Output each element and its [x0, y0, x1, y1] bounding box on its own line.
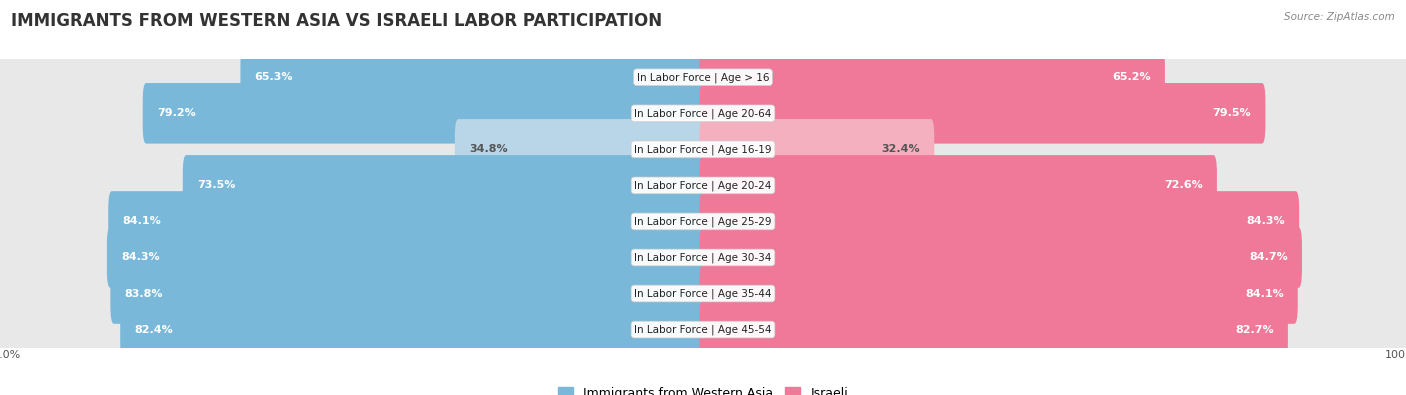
Text: 84.1%: 84.1%: [122, 216, 162, 226]
Text: IMMIGRANTS FROM WESTERN ASIA VS ISRAELI LABOR PARTICIPATION: IMMIGRANTS FROM WESTERN ASIA VS ISRAELI …: [11, 12, 662, 30]
Text: 65.2%: 65.2%: [1112, 72, 1150, 82]
FancyBboxPatch shape: [700, 83, 1265, 144]
Text: In Labor Force | Age 30-34: In Labor Force | Age 30-34: [634, 252, 772, 263]
Text: 82.4%: 82.4%: [134, 325, 173, 335]
FancyBboxPatch shape: [0, 178, 1406, 265]
Text: In Labor Force | Age 16-19: In Labor Force | Age 16-19: [634, 144, 772, 154]
FancyBboxPatch shape: [0, 286, 1406, 373]
FancyBboxPatch shape: [456, 119, 707, 180]
Text: 72.6%: 72.6%: [1164, 181, 1204, 190]
Text: 82.7%: 82.7%: [1236, 325, 1274, 335]
Text: In Labor Force | Age > 16: In Labor Force | Age > 16: [637, 72, 769, 83]
FancyBboxPatch shape: [108, 191, 707, 252]
FancyBboxPatch shape: [700, 47, 1164, 107]
FancyBboxPatch shape: [0, 142, 1406, 229]
FancyBboxPatch shape: [0, 250, 1406, 337]
Text: In Labor Force | Age 20-64: In Labor Force | Age 20-64: [634, 108, 772, 118]
Text: 34.8%: 34.8%: [470, 144, 508, 154]
Text: 79.5%: 79.5%: [1213, 108, 1251, 118]
Text: 79.2%: 79.2%: [156, 108, 195, 118]
Text: In Labor Force | Age 35-44: In Labor Force | Age 35-44: [634, 288, 772, 299]
Text: In Labor Force | Age 45-54: In Labor Force | Age 45-54: [634, 324, 772, 335]
FancyBboxPatch shape: [120, 299, 707, 360]
FancyBboxPatch shape: [107, 227, 707, 288]
FancyBboxPatch shape: [111, 263, 707, 324]
Text: 65.3%: 65.3%: [254, 72, 292, 82]
Text: 32.4%: 32.4%: [882, 144, 921, 154]
FancyBboxPatch shape: [700, 299, 1288, 360]
Text: 84.1%: 84.1%: [1244, 288, 1284, 299]
FancyBboxPatch shape: [700, 263, 1298, 324]
FancyBboxPatch shape: [0, 214, 1406, 301]
Legend: Immigrants from Western Asia, Israeli: Immigrants from Western Asia, Israeli: [553, 382, 853, 395]
FancyBboxPatch shape: [183, 155, 707, 216]
FancyBboxPatch shape: [0, 34, 1406, 120]
Text: In Labor Force | Age 20-24: In Labor Force | Age 20-24: [634, 180, 772, 191]
FancyBboxPatch shape: [700, 155, 1218, 216]
Text: 83.8%: 83.8%: [125, 288, 163, 299]
Text: Source: ZipAtlas.com: Source: ZipAtlas.com: [1284, 12, 1395, 22]
Text: In Labor Force | Age 25-29: In Labor Force | Age 25-29: [634, 216, 772, 227]
FancyBboxPatch shape: [143, 83, 707, 144]
Text: 84.3%: 84.3%: [121, 252, 159, 263]
FancyBboxPatch shape: [700, 119, 935, 180]
FancyBboxPatch shape: [0, 70, 1406, 156]
FancyBboxPatch shape: [240, 47, 707, 107]
Text: 73.5%: 73.5%: [197, 181, 235, 190]
Text: 84.7%: 84.7%: [1249, 252, 1288, 263]
FancyBboxPatch shape: [700, 191, 1299, 252]
FancyBboxPatch shape: [700, 227, 1302, 288]
FancyBboxPatch shape: [0, 106, 1406, 193]
Text: 84.3%: 84.3%: [1247, 216, 1285, 226]
